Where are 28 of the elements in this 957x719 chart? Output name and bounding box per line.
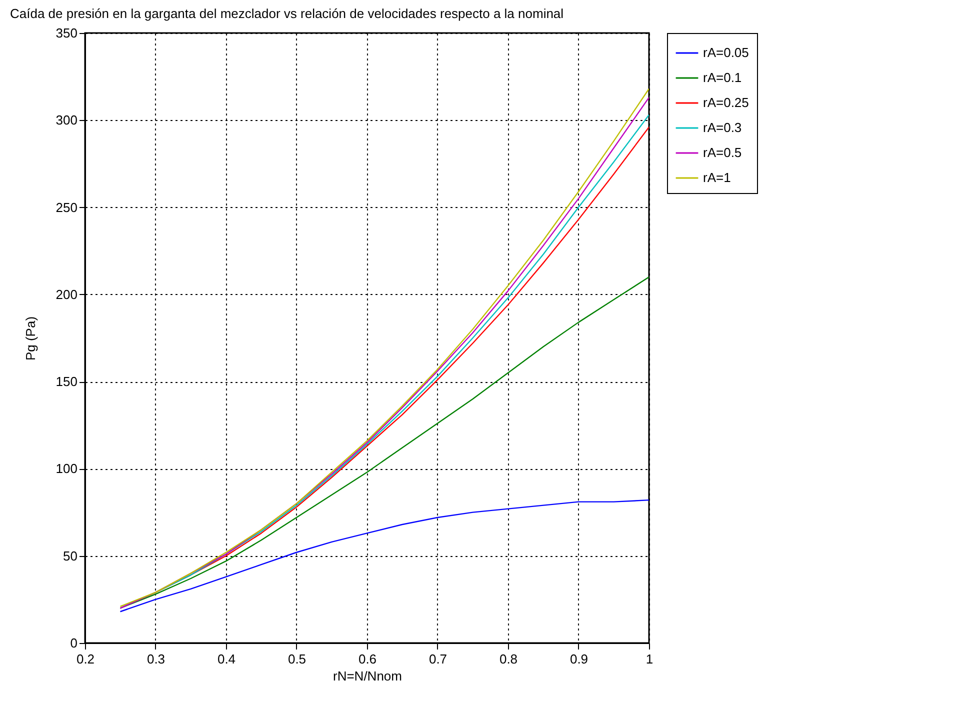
x-tick-label: 1	[646, 652, 654, 666]
x-tick-label: 0.4	[217, 652, 236, 666]
chart-title: Caída de presión en la garganta del mezclador vs relación de velocidades respecto a la nominal	[10, 6, 564, 21]
y-tick-label: 200	[56, 286, 78, 302]
x-tick-label: 0.6	[358, 652, 377, 666]
y-tick-label: 50	[63, 548, 78, 564]
legend-label: rA=1	[703, 170, 731, 185]
y-tick-label: 300	[56, 112, 78, 128]
y-axis-title: Pg (Pa)	[22, 316, 38, 361]
legend-label: rA=0.3	[703, 120, 742, 135]
legend-label: rA=0.05	[703, 45, 749, 60]
x-tick-label: 0.3	[146, 652, 166, 666]
legend-label: rA=0.5	[703, 145, 742, 160]
x-tick-label: 0.9	[570, 652, 588, 666]
line-series	[120, 276, 649, 609]
x-tick-label: 0.2	[76, 652, 95, 666]
y-tick-label: 250	[56, 200, 78, 215]
x-tick-label: 0.5	[288, 652, 306, 666]
x-tick-label: 0.7	[428, 652, 448, 666]
y-tick-label: 350	[56, 26, 78, 40]
legend-label: rA=0.25	[703, 95, 749, 110]
y-tick-label: 0	[70, 636, 78, 650]
y-tick-label: 100	[56, 461, 78, 476]
x-tick-label: 0.8	[499, 652, 518, 666]
y-tick-label: 150	[56, 374, 78, 390]
legend-label: rA=0.1	[703, 70, 742, 85]
line-series	[120, 499, 649, 612]
x-axis-title: rN=N/Nnom	[333, 668, 402, 684]
